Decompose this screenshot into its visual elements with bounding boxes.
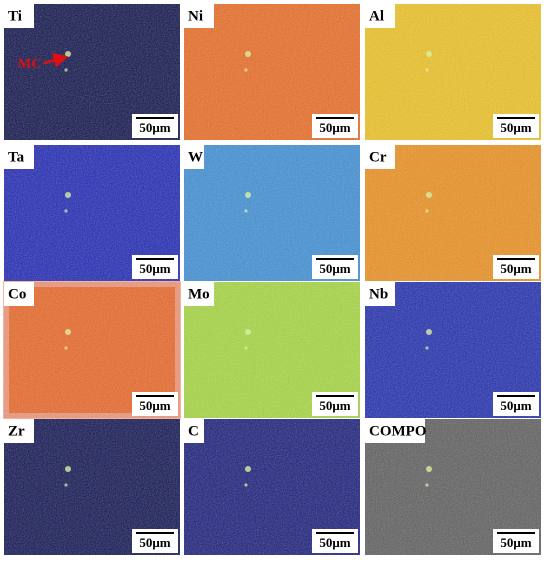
scale-label: 50μm <box>319 535 350 550</box>
panel-grid: Ti 50μm Ni 50μm Al 50μm Ta 50μm W 50μm Cr 50μm Co 50μ… <box>3 4 541 555</box>
scale-label: 50μm <box>139 261 170 276</box>
element-map: Zr 50μm <box>4 419 180 555</box>
element-map: Ti 50μm <box>4 4 180 140</box>
label-box <box>4 419 34 443</box>
feature <box>64 209 68 213</box>
feature <box>65 329 71 335</box>
label-box <box>184 145 204 169</box>
element-label: C <box>188 423 199 439</box>
element-map: Nb 50μm <box>365 282 541 418</box>
element-map: COMPO 50μm <box>365 419 541 555</box>
feature <box>425 209 429 213</box>
feature <box>426 329 432 335</box>
feature <box>65 192 71 198</box>
scale-label: 50μm <box>500 535 531 550</box>
feature <box>64 68 68 72</box>
label-box <box>184 4 214 28</box>
scale-label: 50μm <box>319 398 350 413</box>
label-box <box>4 145 34 169</box>
feature <box>426 466 432 472</box>
annotation-label: MC <box>18 57 41 72</box>
label-box <box>365 145 395 169</box>
label-box <box>4 282 34 306</box>
element-label: Ni <box>188 8 203 24</box>
arrow <box>43 53 69 68</box>
feature <box>425 68 429 72</box>
element-label: W <box>188 149 203 165</box>
element-map: Ta 50μm <box>4 145 180 281</box>
feature <box>245 192 251 198</box>
feature <box>244 346 248 350</box>
scale-label: 50μm <box>319 120 350 135</box>
feature <box>244 209 248 213</box>
element-label: Co <box>8 286 26 302</box>
element-map: Co 50μm <box>3 281 181 419</box>
feature <box>245 329 251 335</box>
feature <box>426 51 432 57</box>
element-label: Al <box>369 8 384 24</box>
feature <box>425 346 429 350</box>
feature <box>65 466 71 472</box>
feature <box>64 483 68 487</box>
label-box <box>365 282 395 306</box>
label-box <box>365 4 395 28</box>
scale-label: 50μm <box>500 398 531 413</box>
element-map: W 50μm <box>184 145 360 281</box>
feature <box>426 192 432 198</box>
label-box <box>184 419 204 443</box>
feature <box>64 346 68 350</box>
scale-label: 50μm <box>500 261 531 276</box>
scale-label: 50μm <box>319 261 350 276</box>
element-map: Ni 50μm <box>184 4 360 140</box>
element-label: Zr <box>8 423 25 439</box>
feature <box>245 466 251 472</box>
element-map: Al 50μm <box>365 4 541 140</box>
scale-label: 50μm <box>139 535 170 550</box>
label-box <box>4 4 34 28</box>
label-box <box>365 419 425 443</box>
scale-label: 50μm <box>500 120 531 135</box>
element-map: C 50μm <box>184 419 360 555</box>
element-label: COMPO <box>369 423 427 439</box>
element-label: Mo <box>188 286 210 302</box>
label-box <box>184 282 214 306</box>
feature <box>425 483 429 487</box>
feature <box>245 51 251 57</box>
scale-label: 50μm <box>139 120 170 135</box>
element-label: Nb <box>369 286 388 302</box>
feature <box>244 483 248 487</box>
element-map: Cr 50μm <box>365 145 541 281</box>
mc-annotation: MC <box>18 53 69 72</box>
element-label: Ti <box>8 8 22 24</box>
element-map: Mo 50μm <box>184 282 360 418</box>
scale-label: 50μm <box>139 398 170 413</box>
feature <box>65 51 71 57</box>
element-label: Ta <box>8 149 25 165</box>
feature <box>244 68 248 72</box>
element-label: Cr <box>369 149 387 165</box>
